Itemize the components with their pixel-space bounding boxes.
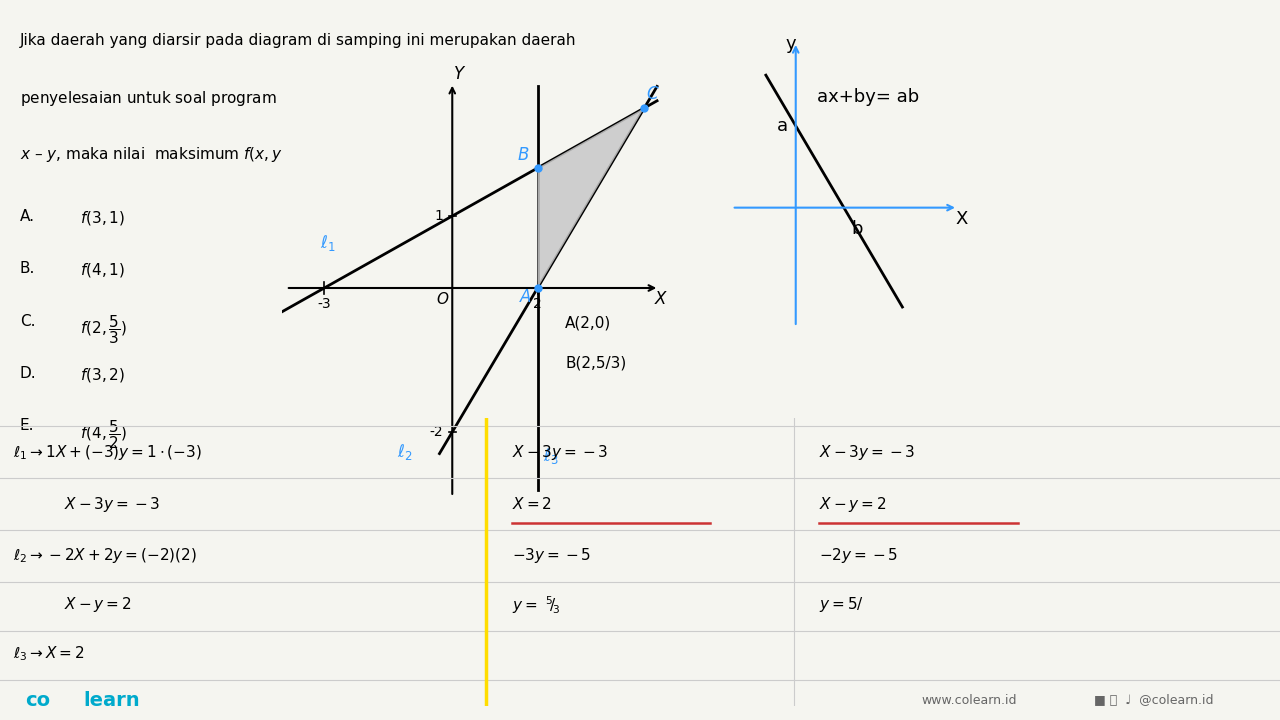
Text: $\ell_2 \rightarrow -2X+2y = (-2)(2)$: $\ell_2 \rightarrow -2X+2y = (-2)(2)$ (13, 546, 197, 565)
Text: $y=5/$: $y=5/$ (819, 595, 864, 614)
Text: $x$ – $y$, maka nilai  maksimum $f(x, y)$ adalah . . . .: $x$ – $y$, maka nilai maksimum $f(x, y)$… (20, 145, 383, 164)
Text: $\ell_3$: $\ell_3$ (543, 446, 558, 466)
Text: Jika daerah yang diarsir pada diagram di samping ini merupakan daerah: Jika daerah yang diarsir pada diagram di… (20, 33, 576, 48)
Text: B(2,5/3): B(2,5/3) (566, 355, 627, 370)
Text: ■ ⓞ  ♩  @colearn.id: ■ ⓞ ♩ @colearn.id (1094, 693, 1213, 707)
Polygon shape (538, 108, 644, 288)
Text: $X-3y = -3$: $X-3y = -3$ (64, 495, 160, 513)
Text: $O$: $O$ (436, 291, 449, 307)
Text: D.: D. (20, 366, 37, 381)
Text: b: b (851, 220, 863, 238)
Text: -2: -2 (429, 425, 443, 439)
Text: -3: -3 (317, 297, 332, 311)
Text: $-2y=-5$: $-2y=-5$ (819, 546, 899, 565)
Text: a: a (777, 117, 787, 135)
Text: $-3y=-5$: $-3y=-5$ (512, 546, 591, 565)
Text: www.colearn.id: www.colearn.id (922, 693, 1018, 707)
Text: X: X (956, 210, 968, 228)
Text: $X-y = 2$: $X-y = 2$ (64, 595, 132, 614)
Text: $f(2, \dfrac{5}{3})$: $f(2, \dfrac{5}{3})$ (79, 314, 127, 346)
Text: $X-y = 2$: $X-y = 2$ (819, 495, 887, 513)
Text: $\ell_2$: $\ell_2$ (397, 442, 412, 462)
Text: $y=\ ^5\!/\!_3$: $y=\ ^5\!/\!_3$ (512, 594, 561, 616)
Text: $f(4, \dfrac{5}{2})$: $f(4, \dfrac{5}{2})$ (79, 418, 127, 451)
Text: penyelesaian untuk soal program linear dengan fungsi tujuan $f(x, y)$ =: penyelesaian untuk soal program linear d… (20, 89, 557, 108)
Text: $X-3y=-3$: $X-3y=-3$ (819, 443, 915, 462)
Text: C: C (646, 85, 658, 103)
Text: $X=2$: $X=2$ (512, 496, 552, 512)
Text: E.: E. (20, 418, 35, 433)
Text: 1: 1 (434, 209, 443, 223)
Text: $f(3, 1)$: $f(3, 1)$ (79, 209, 125, 227)
Text: $f(4, 1)$: $f(4, 1)$ (79, 261, 125, 279)
Text: ax+by= ab: ax+by= ab (817, 88, 919, 106)
Text: A: A (520, 289, 531, 307)
Text: y: y (785, 35, 796, 53)
Text: learn: learn (83, 690, 140, 710)
Text: 2: 2 (534, 297, 541, 311)
Text: C.: C. (20, 314, 36, 328)
Text: A.: A. (20, 209, 35, 224)
Text: $f(3, 2)$: $f(3, 2)$ (79, 366, 125, 384)
Text: A(2,0): A(2,0) (566, 315, 612, 330)
Text: B: B (517, 146, 529, 164)
Text: $X$: $X$ (654, 290, 668, 308)
Text: $\ell_1$: $\ell_1$ (320, 233, 335, 253)
Text: co: co (26, 690, 51, 710)
Text: $Y$: $Y$ (453, 66, 467, 84)
Text: $\ell_1 \rightarrow 1X+(-3)y = 1\cdot(-3)$: $\ell_1 \rightarrow 1X+(-3)y = 1\cdot(-3… (13, 443, 202, 462)
Text: $X-3y=-3$: $X-3y=-3$ (512, 443, 608, 462)
Text: B.: B. (20, 261, 36, 276)
Text: $\ell_3 \rightarrow X=2$: $\ell_3 \rightarrow X=2$ (13, 644, 84, 663)
